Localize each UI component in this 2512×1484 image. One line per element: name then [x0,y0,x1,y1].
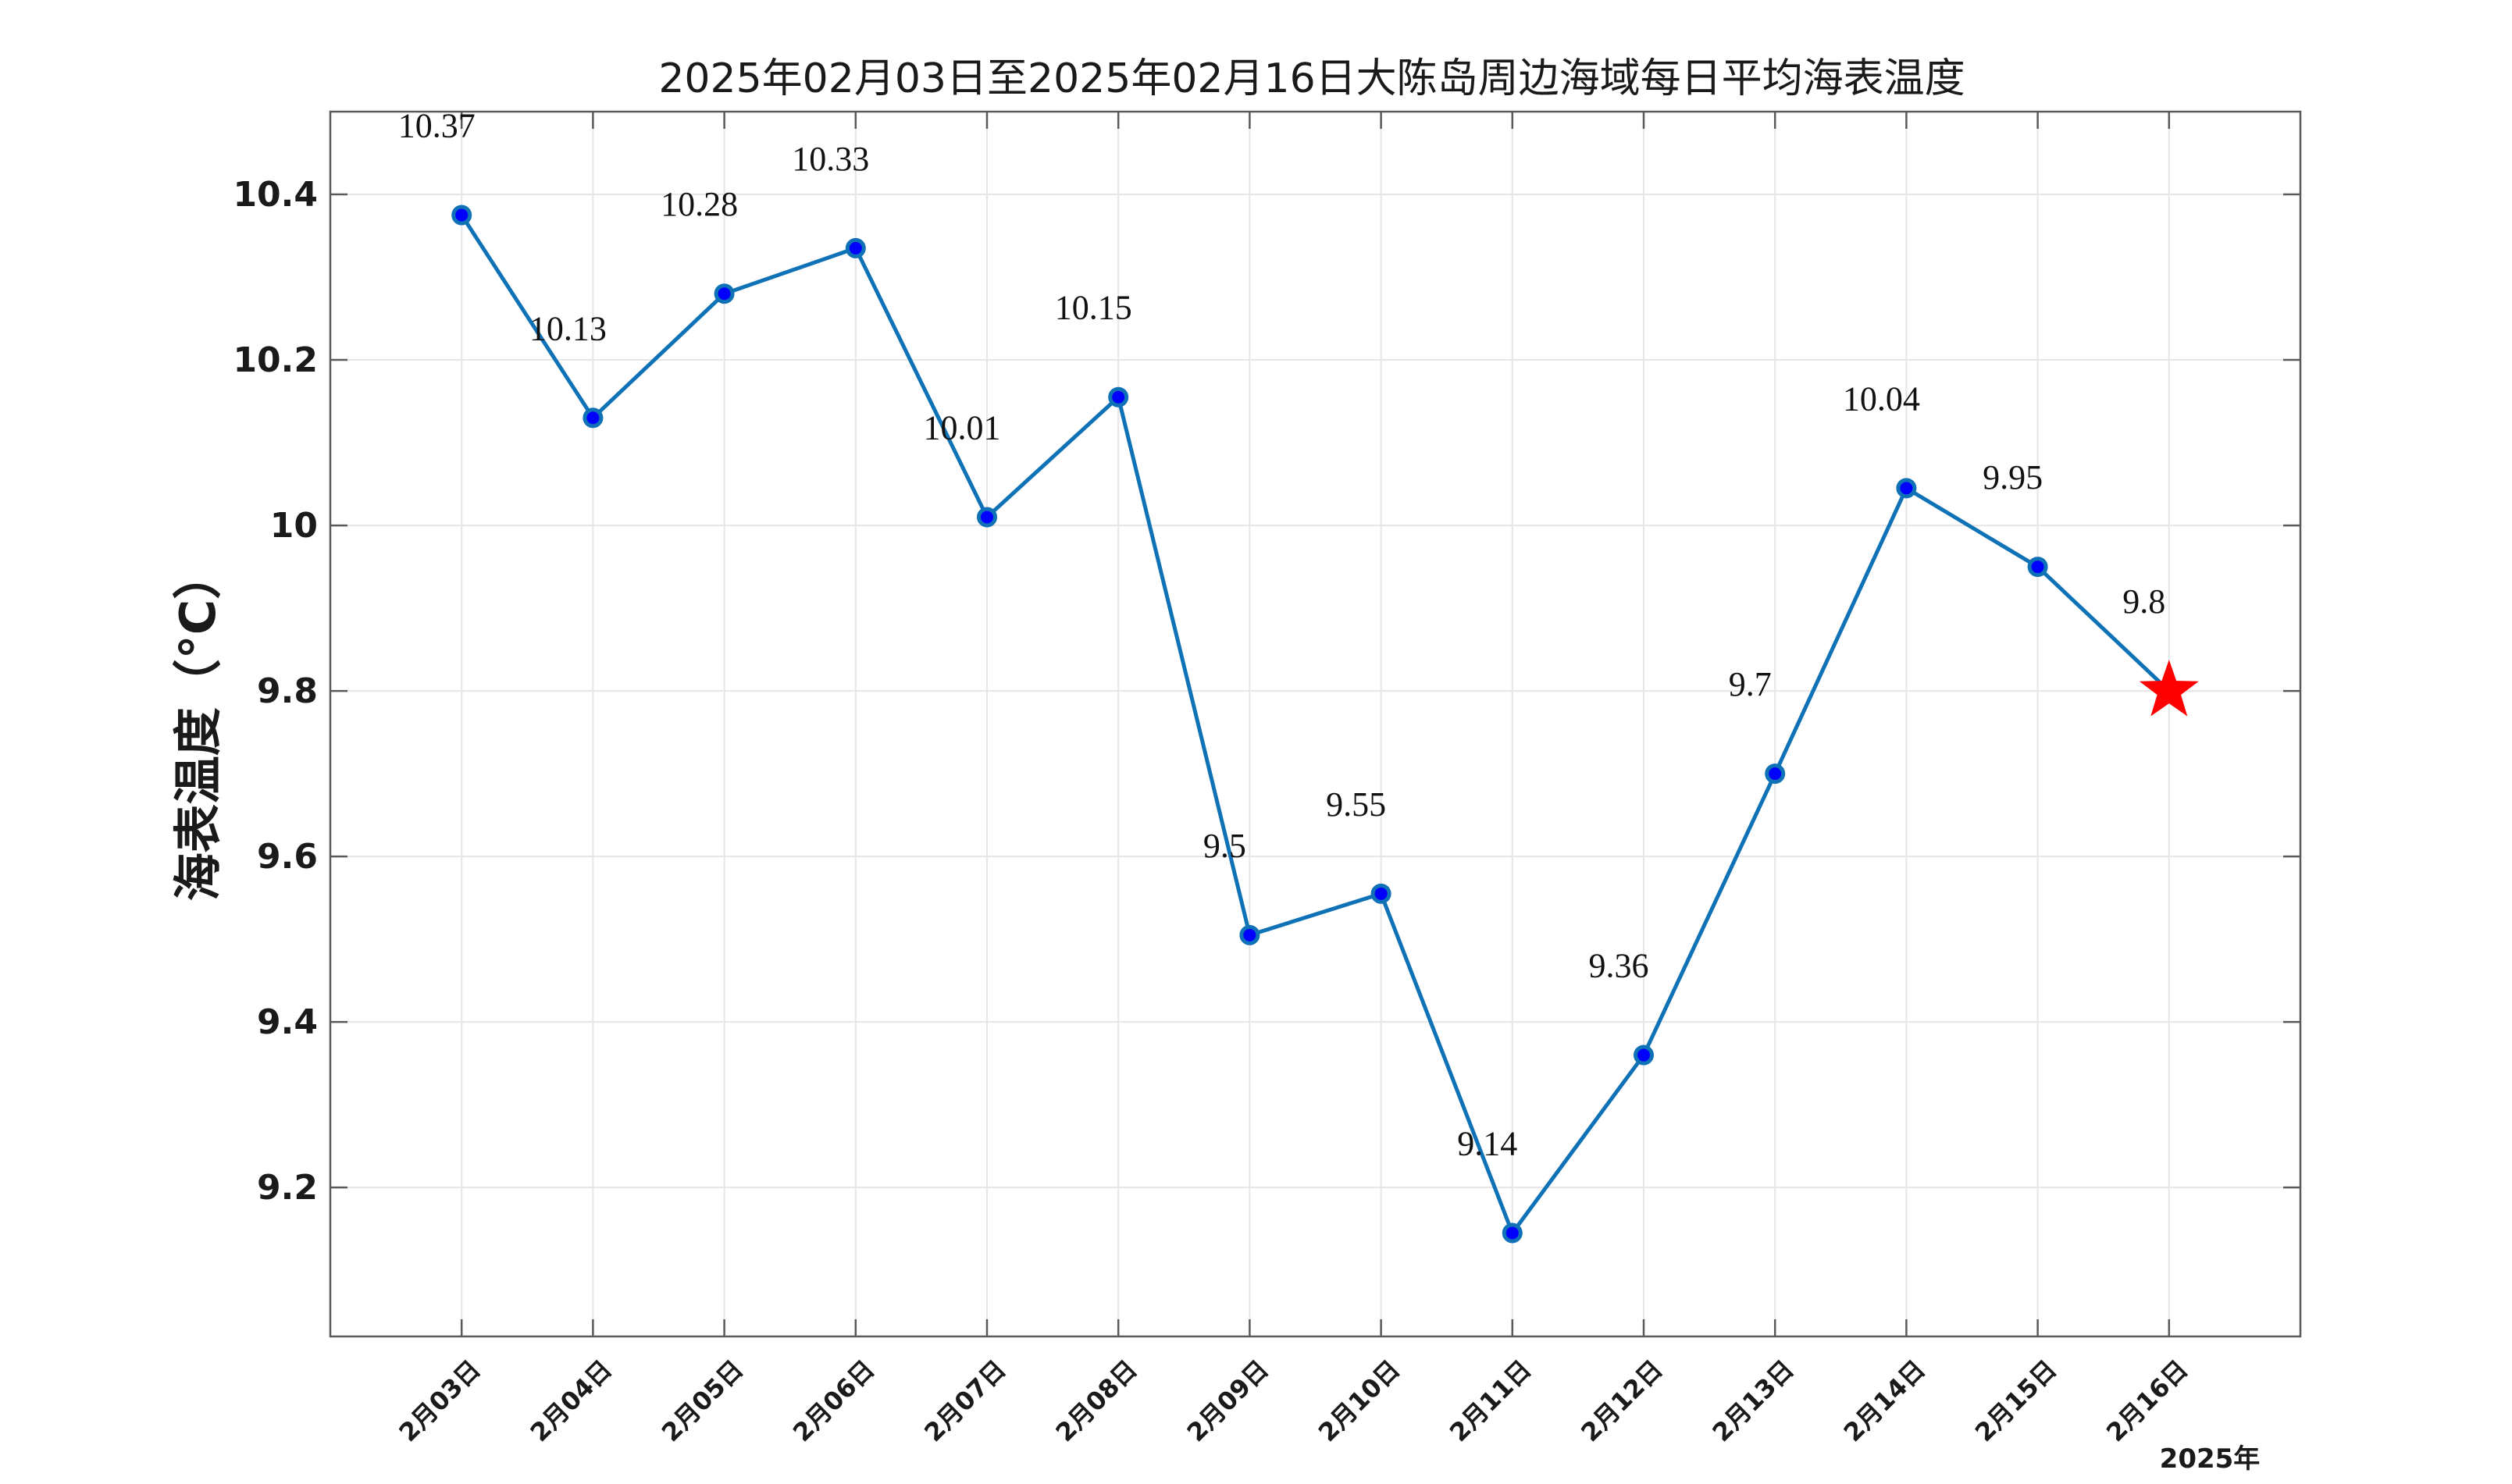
y-tick-label: 9.8 [257,671,318,711]
x-tick-label: 2月06日 [787,1354,880,1447]
series-line [460,214,2171,1235]
data-point [1896,478,1917,499]
data-label: 9.5 [1203,827,1246,865]
x-tick-label: 2月13日 [1706,1354,1799,1447]
data-label: 10.01 [924,408,1001,447]
series-layer [451,205,2199,1244]
data-point [583,407,604,429]
data-point [1108,386,1129,407]
data-label: 9.14 [1457,1124,1517,1162]
data-point [2027,557,2048,578]
data-label: 10.28 [661,185,738,223]
data-point [977,507,997,528]
data-label: 10.37 [398,107,476,145]
y-tick-label: 9.4 [257,1002,318,1042]
x-tick-label: 2月12日 [1575,1354,1668,1447]
y-tick-label: 10.4 [233,175,318,215]
x-tick-labels: 2月03日 2月04日 2月05日 2月06日 2月07日 2月08日 2月09日 2月10日… [393,1354,2193,1447]
x-tick-label: 2月04日 [525,1354,618,1447]
x-tick-label: 2月08日 [1049,1354,1142,1447]
data-point [845,237,866,258]
x-tick-label: 2月03日 [393,1354,486,1447]
y-tick-label: 9.2 [257,1168,318,1208]
y-axis-label: 海表温度（°C） [169,551,226,902]
x-tick-label: 2月10日 [1313,1354,1406,1447]
x-tick-label: 2月05日 [656,1354,749,1447]
data-label: 10.33 [792,140,869,178]
data-point [451,205,472,226]
data-point-star [2139,660,2199,717]
x-tick-label: 2月14日 [1838,1354,1931,1447]
data-labels: 10.37 10.13 10.28 10.33 10.01 10.15 9.5 9.55 9.1… [398,107,2166,1163]
grid-lines [330,112,2300,1336]
data-point [1370,883,1391,904]
data-label: 9.8 [2122,582,2165,621]
data-point [1502,1222,1523,1244]
data-label: 9.7 [1729,665,1772,703]
plot-frame [329,110,2302,1338]
y-tick-label: 10 [270,506,318,546]
y-tick-label: 10.2 [233,340,318,380]
x-tick-label: 2月07日 [918,1354,1011,1447]
x-axis-unit-label: 2025年 [2160,1443,2261,1475]
data-label: 9.36 [1589,947,1649,985]
y-tick-labels: 9.2 9.4 9.6 9.8 10 10.2 10.4 [233,175,318,1208]
data-point [1634,1044,1654,1066]
x-tick-label: 2月15日 [1969,1354,2062,1447]
data-label: 10.04 [1843,379,1920,418]
chart-title: 2025年02月03日至2025年02月16日大陈岛周边海域每日平均海表温度 [658,55,1965,102]
data-label: 9.95 [1983,458,2043,496]
data-point [1765,763,1786,785]
x-tick-label: 2月09日 [1181,1354,1274,1447]
x-tick-label: 2月11日 [1444,1354,1537,1447]
data-label: 10.15 [1055,289,1132,327]
y-tick-label: 9.6 [257,837,318,877]
axes [329,110,2302,1338]
data-point [1239,924,1260,945]
x-tick-label: 2月16日 [2100,1354,2193,1447]
data-point [714,283,735,304]
data-label: 9.55 [1326,785,1386,824]
data-label: 10.13 [529,309,607,347]
